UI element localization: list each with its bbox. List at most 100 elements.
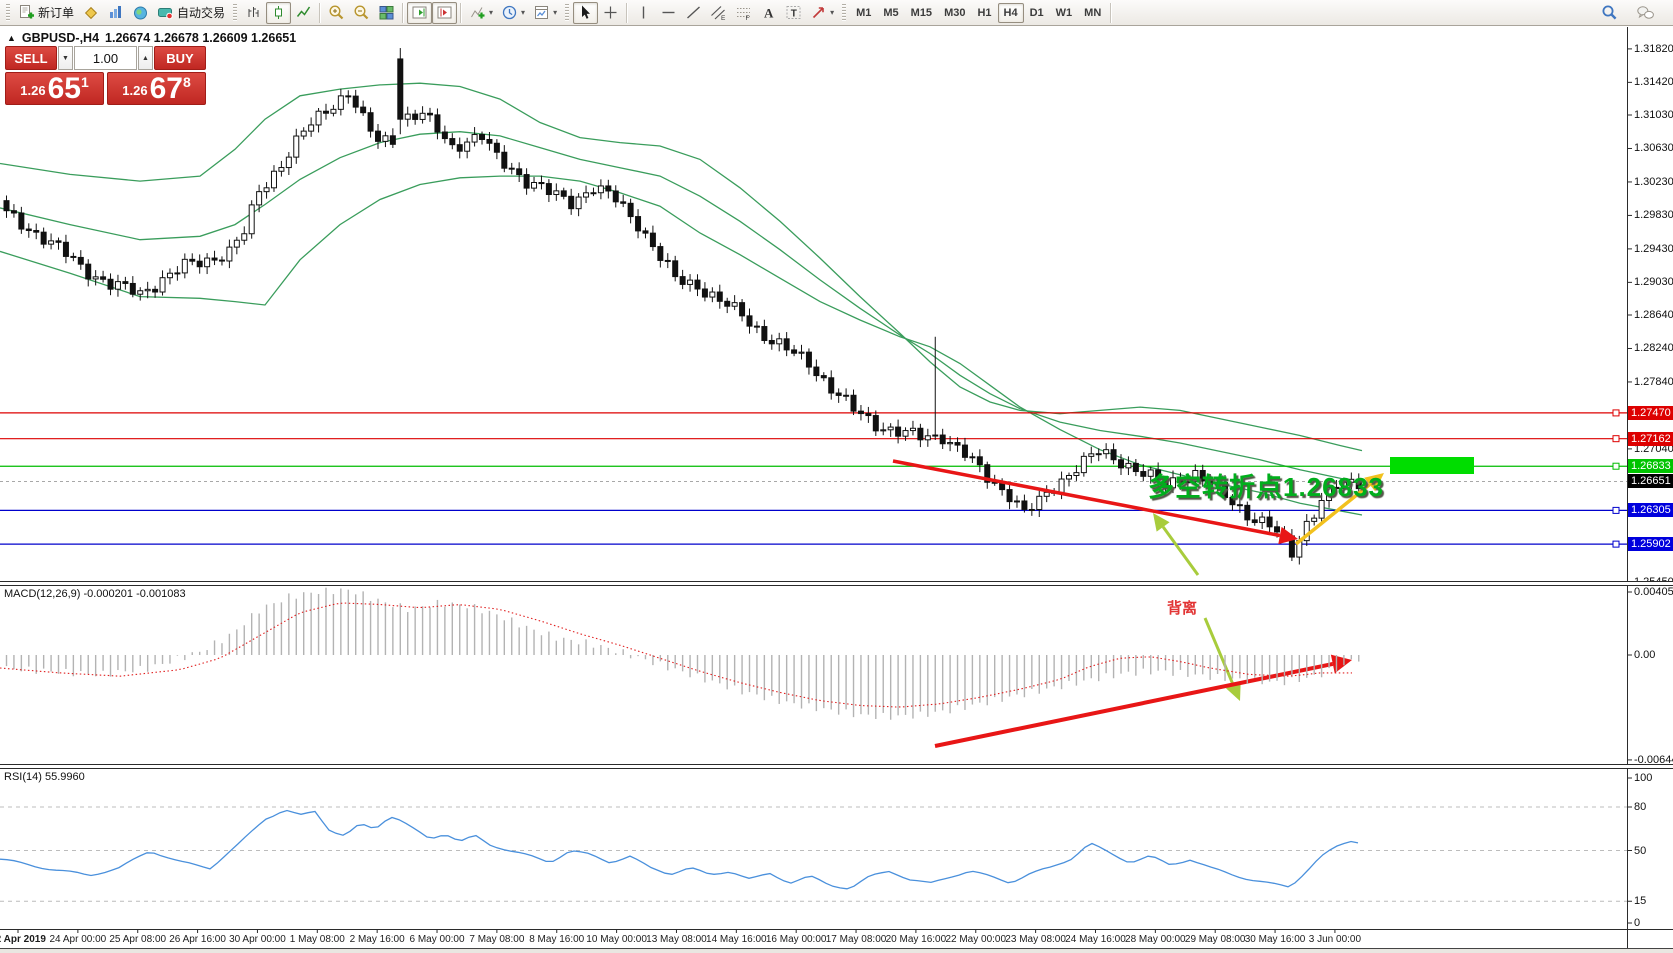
- sell-price-button[interactable]: 1.26 65 1: [5, 72, 104, 105]
- cursor-button[interactable]: [573, 1, 599, 24]
- zoom-in-button[interactable]: [324, 2, 349, 24]
- svg-text:T: T: [791, 9, 797, 20]
- price-level-label: 1.25902: [1628, 537, 1673, 552]
- timeframe-h1[interactable]: H1: [971, 3, 997, 23]
- zoom-out-icon: [353, 4, 370, 21]
- indicators-add-icon: [469, 4, 486, 21]
- rsi-pane: [0, 806, 1627, 902]
- vertical-line-button[interactable]: [631, 2, 656, 24]
- zoom-in-icon: [328, 4, 345, 21]
- price-level-label: 1.26651: [1628, 474, 1673, 489]
- volume-input[interactable]: [75, 47, 136, 69]
- timeframe-m1[interactable]: M1: [850, 3, 877, 23]
- timeframe-mn[interactable]: MN: [1078, 3, 1107, 23]
- templates-icon: [533, 4, 550, 21]
- auto-scroll-button[interactable]: [407, 1, 433, 24]
- buy-price-button[interactable]: 1.26 67 8: [107, 72, 206, 105]
- macd-scale-tick: 0.004055: [1634, 586, 1673, 598]
- line-chart-icon: [295, 4, 312, 21]
- volume-decrease-button[interactable]: ▼: [58, 46, 73, 70]
- arrows-button[interactable]: ▾: [806, 2, 838, 24]
- periods-button[interactable]: ▾: [497, 2, 529, 24]
- toolbar-grip[interactable]: [842, 3, 847, 22]
- navigator-button[interactable]: [128, 2, 153, 24]
- timeframe-m15[interactable]: M15: [905, 3, 938, 23]
- horizontal-line-button[interactable]: [656, 2, 681, 24]
- toolbar-grip[interactable]: [565, 3, 570, 22]
- time-axis-label: 30 May 16:00: [1244, 934, 1306, 945]
- symbol-marker-icon: ▲: [7, 33, 16, 43]
- svg-text:A: A: [764, 6, 774, 21]
- timeframe-w1[interactable]: W1: [1050, 3, 1079, 23]
- rsi-scale-tick: 50: [1634, 844, 1647, 857]
- price-scale[interactable]: [1627, 27, 1632, 948]
- volume-field-wrap: [74, 46, 137, 70]
- pane-separator[interactable]: [0, 581, 1673, 586]
- sell-price-pip: 1: [80, 74, 89, 90]
- turning-point-annotation[interactable]: 多空转折点1.26833: [1148, 472, 1384, 502]
- time-axis-label: 22 Apr 2019: [0, 934, 46, 945]
- timeframe-m30[interactable]: M30: [938, 3, 971, 23]
- horizontal-level-lines[interactable]: [0, 409, 1627, 548]
- buy-price-prefix: 1.26: [122, 83, 148, 98]
- text-label-icon: T: [785, 4, 802, 21]
- macd-indicator-label: MACD(12,26,9) -0.000201 -0.001083: [4, 588, 186, 600]
- auto-trading-button[interactable]: 自动交易: [153, 2, 229, 24]
- buy-button[interactable]: BUY: [154, 46, 206, 70]
- buy-price-big: 67: [149, 72, 183, 105]
- search-button[interactable]: [1597, 2, 1622, 24]
- templates-button[interactable]: ▾: [529, 2, 561, 24]
- timeframe-d1[interactable]: D1: [1024, 3, 1050, 23]
- auto-trading-icon: [157, 4, 174, 21]
- toolbar-separator: [319, 2, 322, 23]
- chart-title: ▲ GBPUSD-,H4 1.26674 1.26678 1.26609 1.2…: [7, 31, 296, 45]
- ohlc-readout: 1.26674 1.26678 1.26609 1.26651: [105, 31, 297, 45]
- sell-button[interactable]: SELL: [5, 46, 57, 70]
- fibonacci-button[interactable]: F: [731, 2, 756, 24]
- divergence-annotation[interactable]: 背离: [1167, 600, 1198, 617]
- time-axis-label: 30 Apr 00:00: [229, 934, 286, 945]
- macd-pane: [0, 587, 1360, 720]
- tile-windows-button[interactable]: [374, 2, 399, 24]
- new-order-icon: [18, 4, 35, 21]
- navigator-icon: [132, 4, 149, 21]
- chat-button[interactable]: [1632, 2, 1659, 24]
- trendline-button[interactable]: [681, 2, 706, 24]
- new-order-button[interactable]: 新订单: [14, 2, 78, 24]
- bar-chart-button[interactable]: [241, 2, 266, 24]
- rsi-line: [0, 809, 1359, 890]
- time-axis-label: 3 Jun 00:00: [1308, 934, 1362, 945]
- chart-shift-icon: [436, 4, 453, 21]
- toolbar-grip[interactable]: [233, 3, 238, 22]
- svg-text:F: F: [746, 15, 750, 21]
- candlestick-series: [3, 48, 1362, 565]
- price-tick: 1.31420: [1634, 76, 1673, 89]
- chevron-down-icon: ▾: [521, 7, 526, 17]
- text-button[interactable]: A: [756, 2, 781, 24]
- bar-chart-icon: [245, 4, 262, 21]
- volume-increase-button[interactable]: ▲: [138, 46, 153, 70]
- macd-scale-tick: -0.006442: [1634, 753, 1673, 766]
- toolbar-separator: [626, 2, 629, 23]
- chat-icon: [1636, 4, 1655, 21]
- toolbar-separator: [402, 2, 405, 23]
- indicators-button[interactable]: ▾: [465, 2, 497, 24]
- text-label-button[interactable]: T: [781, 2, 806, 24]
- timeframe-h4[interactable]: H4: [997, 2, 1024, 23]
- timeframe-m5[interactable]: M5: [877, 3, 904, 23]
- symbol-timeframe: GBPUSD-,H4: [21, 31, 100, 45]
- market-watch-button[interactable]: [103, 2, 128, 24]
- crosshair-button[interactable]: [598, 2, 623, 24]
- cursor-icon: [577, 4, 594, 21]
- chart-shift-button[interactable]: [432, 1, 458, 24]
- line-chart-button[interactable]: [291, 2, 316, 24]
- zoom-out-button[interactable]: [349, 2, 374, 24]
- candlestick-chart-button[interactable]: [266, 1, 292, 24]
- pane-separator[interactable]: [0, 764, 1673, 769]
- equidistant-channel-button[interactable]: E: [706, 2, 731, 24]
- price-level-label: 1.27470: [1628, 405, 1673, 420]
- profiles-button[interactable]: [78, 2, 103, 24]
- toolbar-grip[interactable]: [6, 3, 10, 22]
- time-axis-label: 14 May 16:00: [706, 934, 767, 945]
